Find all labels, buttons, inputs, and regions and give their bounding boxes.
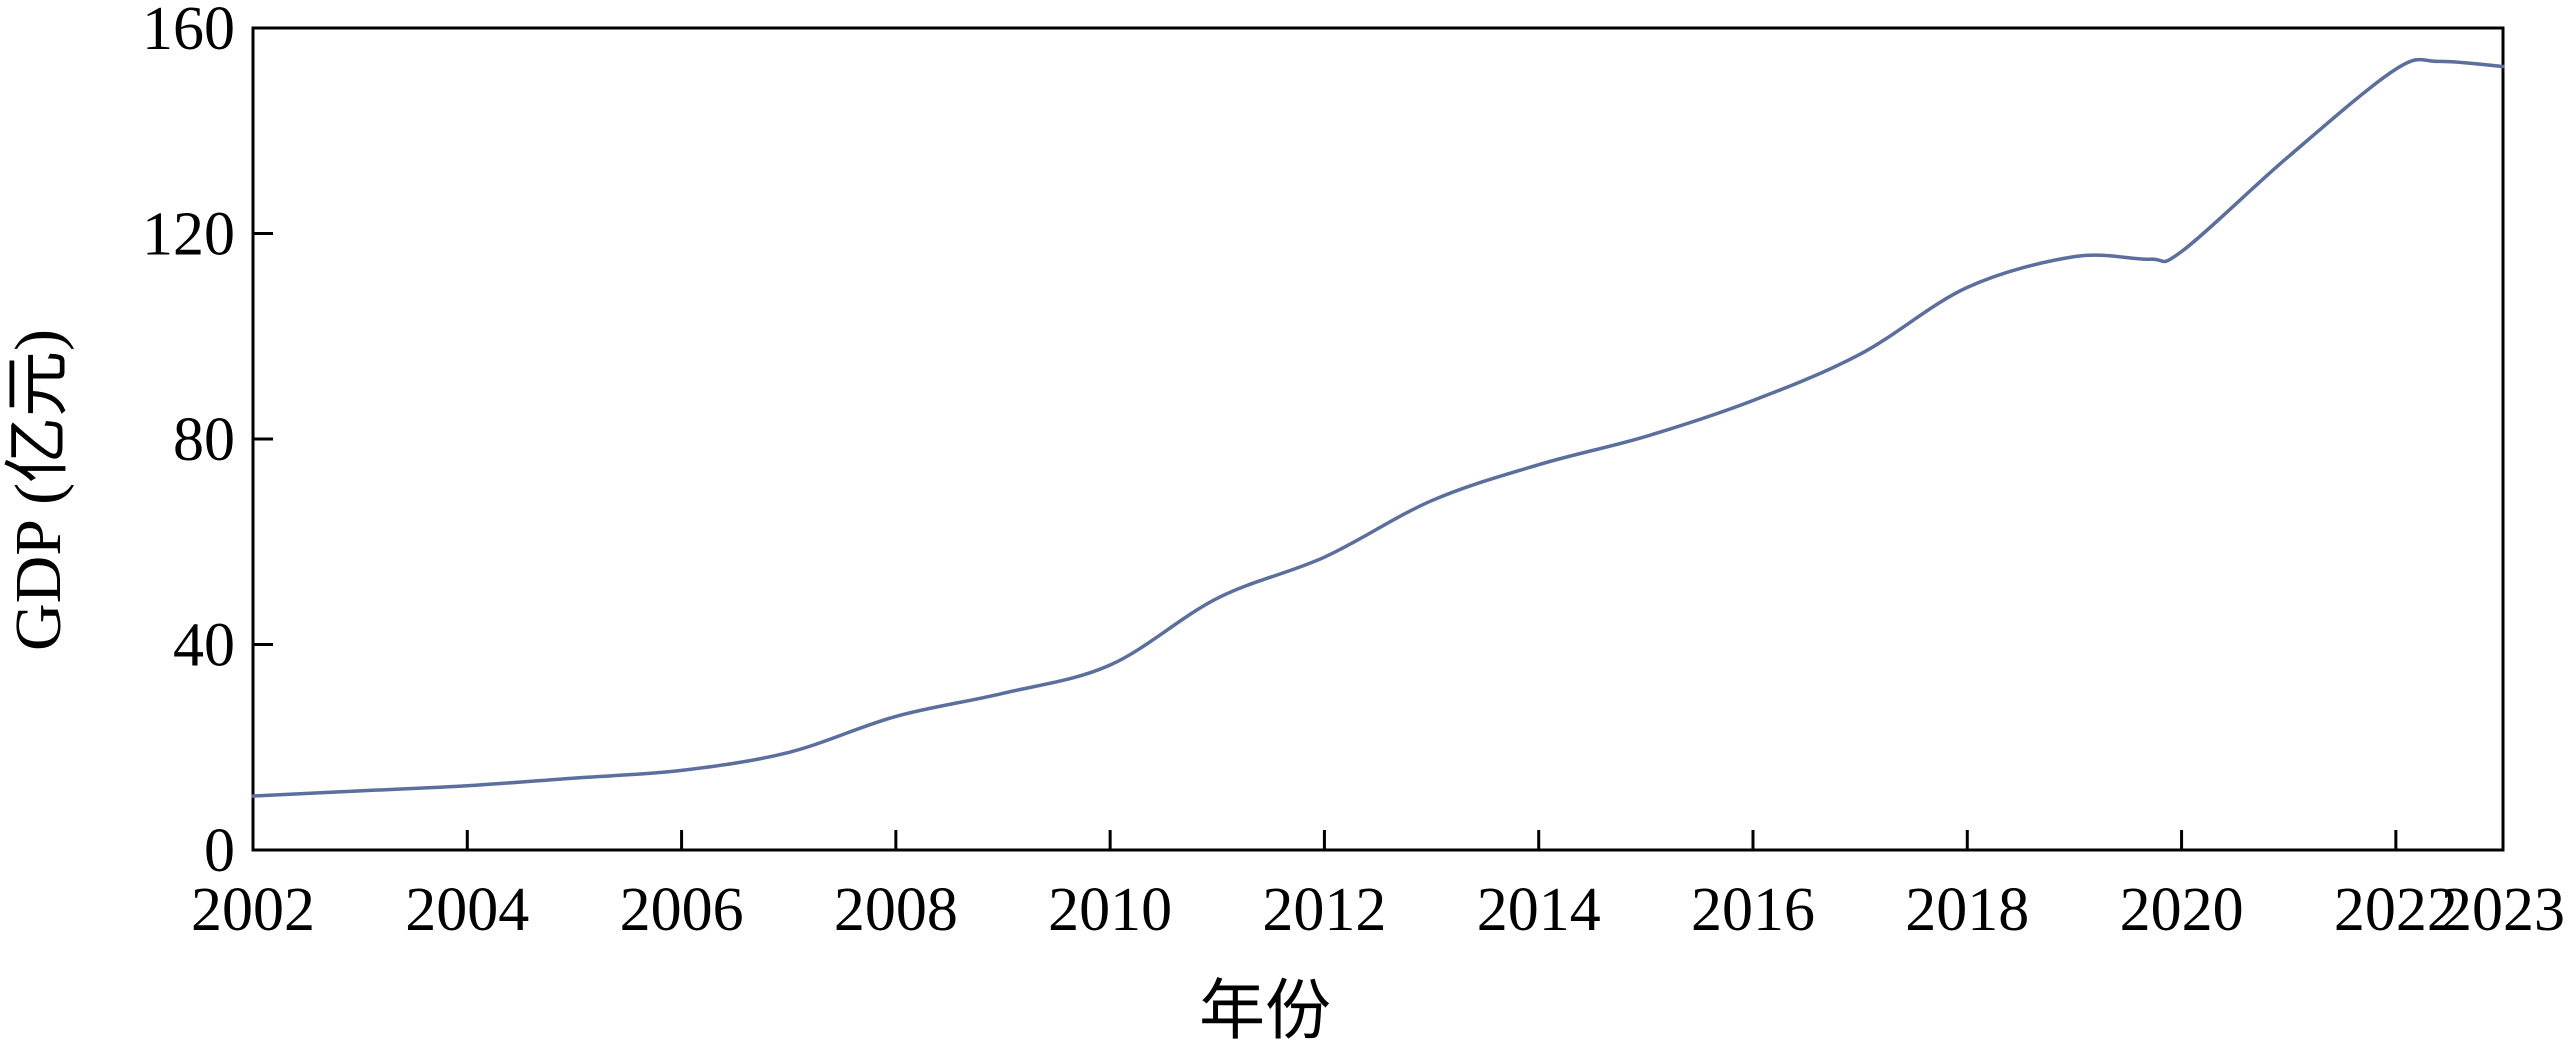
- x-tick-label: 2022: [2334, 876, 2458, 944]
- x-tick-label: 2004: [405, 876, 529, 944]
- x-tick-label: 2016: [1691, 876, 1815, 944]
- y-tick-label: 80: [173, 406, 235, 474]
- x-tick-label: 2023: [2441, 876, 2565, 944]
- y-tick-label: 120: [142, 201, 235, 269]
- x-axis-ticks: 2002 2004 2006 2008 2010 2012 2014 2016 2018 2020…: [191, 830, 2565, 944]
- x-tick-label: 2014: [1477, 876, 1601, 944]
- y-axis-ticks: 0 40 80 120 160: [142, 0, 273, 885]
- x-tick-label: 2008: [834, 876, 958, 944]
- x-tick-label: 2010: [1048, 876, 1172, 944]
- x-tick-label: 2006: [620, 876, 744, 944]
- x-tick-label: 2018: [1905, 876, 2029, 944]
- plot-frame: [251, 26, 2505, 852]
- y-axis-title: GDP (亿元): [2, 329, 75, 651]
- x-axis-title: 年份: [1199, 975, 1331, 1043]
- y-tick-label: 0: [204, 817, 235, 885]
- x-tick-label: 2012: [1262, 876, 1386, 944]
- y-tick-label: 160: [142, 0, 235, 63]
- x-tick-label: 2002: [191, 876, 315, 944]
- y-tick-label: 40: [173, 612, 235, 680]
- x-tick-label: 2020: [2120, 876, 2244, 944]
- series-line-gdp: [251, 57, 2505, 798]
